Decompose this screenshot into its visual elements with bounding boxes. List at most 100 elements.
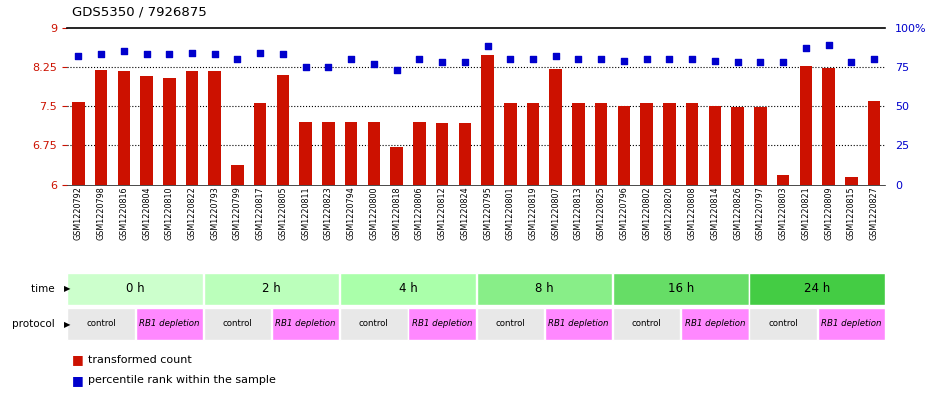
Bar <box>204 273 339 305</box>
Bar <box>817 308 885 340</box>
Point <box>434 59 449 65</box>
Bar <box>750 273 885 305</box>
Bar <box>232 165 244 185</box>
Text: 16 h: 16 h <box>668 282 694 295</box>
Text: control: control <box>222 319 252 328</box>
Point <box>140 51 154 57</box>
Bar <box>140 76 153 185</box>
Bar <box>186 71 198 185</box>
Bar <box>685 103 698 185</box>
Point <box>184 50 199 56</box>
Bar <box>67 308 135 340</box>
Text: GDS5350 / 7926875: GDS5350 / 7926875 <box>72 6 206 19</box>
Bar <box>254 103 266 185</box>
Bar <box>276 75 289 185</box>
Bar <box>663 103 675 185</box>
Point <box>230 56 245 62</box>
Text: RB1 depletion: RB1 depletion <box>412 319 472 328</box>
Bar <box>136 308 203 340</box>
Text: transformed count: transformed count <box>88 355 193 365</box>
Point <box>525 56 540 62</box>
Point <box>730 59 745 65</box>
Bar <box>458 123 471 185</box>
Bar <box>299 122 312 185</box>
Point <box>844 59 858 65</box>
Bar <box>613 273 749 305</box>
Bar <box>754 107 766 185</box>
Text: control: control <box>86 319 116 328</box>
Bar <box>476 308 544 340</box>
Point <box>412 56 427 62</box>
Point <box>867 56 882 62</box>
Bar <box>117 71 130 185</box>
Bar <box>618 106 631 185</box>
Point <box>639 56 654 62</box>
Bar <box>641 103 653 185</box>
Point <box>776 59 790 65</box>
Bar <box>709 106 721 185</box>
Bar <box>391 147 403 185</box>
Text: time: time <box>31 284 58 294</box>
Bar <box>272 308 339 340</box>
Point <box>389 67 404 73</box>
Bar <box>845 177 857 185</box>
Bar <box>750 308 817 340</box>
Bar <box>545 308 612 340</box>
Point <box>71 53 86 59</box>
Bar <box>163 78 176 185</box>
Text: 4 h: 4 h <box>399 282 418 295</box>
Point <box>116 48 131 54</box>
Point <box>253 50 268 56</box>
Bar <box>613 308 681 340</box>
Text: 24 h: 24 h <box>804 282 830 295</box>
Bar <box>550 70 562 185</box>
Text: ■: ■ <box>72 374 87 387</box>
Bar <box>572 103 585 185</box>
Text: RB1 depletion: RB1 depletion <box>548 319 609 328</box>
Bar <box>204 308 272 340</box>
Point <box>571 56 586 62</box>
Text: protocol: protocol <box>12 319 58 329</box>
Bar <box>868 101 880 185</box>
Bar <box>340 308 407 340</box>
Bar <box>436 123 448 185</box>
Point <box>366 61 381 67</box>
Bar <box>595 103 607 185</box>
Bar <box>208 71 221 185</box>
Point <box>299 64 313 70</box>
Bar <box>777 175 790 185</box>
Text: 8 h: 8 h <box>535 282 553 295</box>
Bar <box>504 103 516 185</box>
Point <box>321 64 336 70</box>
Text: 0 h: 0 h <box>126 282 144 295</box>
Point <box>798 45 813 51</box>
Point <box>480 43 495 50</box>
Bar <box>526 103 539 185</box>
Bar <box>340 273 476 305</box>
Bar <box>481 55 494 185</box>
Point <box>503 56 518 62</box>
Text: ■: ■ <box>72 353 87 366</box>
Point <box>662 56 677 62</box>
Point <box>207 51 222 57</box>
Text: control: control <box>631 319 661 328</box>
Bar <box>822 68 835 185</box>
Text: control: control <box>768 319 798 328</box>
Text: RB1 depletion: RB1 depletion <box>139 319 200 328</box>
Text: percentile rank within the sample: percentile rank within the sample <box>88 375 276 385</box>
Bar <box>681 308 749 340</box>
Bar <box>476 273 612 305</box>
Bar <box>800 66 812 185</box>
Point <box>821 42 836 48</box>
Point <box>549 53 564 59</box>
Point <box>275 51 290 57</box>
Text: control: control <box>359 319 389 328</box>
Point <box>684 56 699 62</box>
Bar <box>367 122 380 185</box>
Bar <box>731 107 744 185</box>
Point <box>708 57 723 64</box>
Bar <box>322 122 335 185</box>
Bar <box>345 122 357 185</box>
Text: 2 h: 2 h <box>262 282 281 295</box>
Point <box>344 56 359 62</box>
